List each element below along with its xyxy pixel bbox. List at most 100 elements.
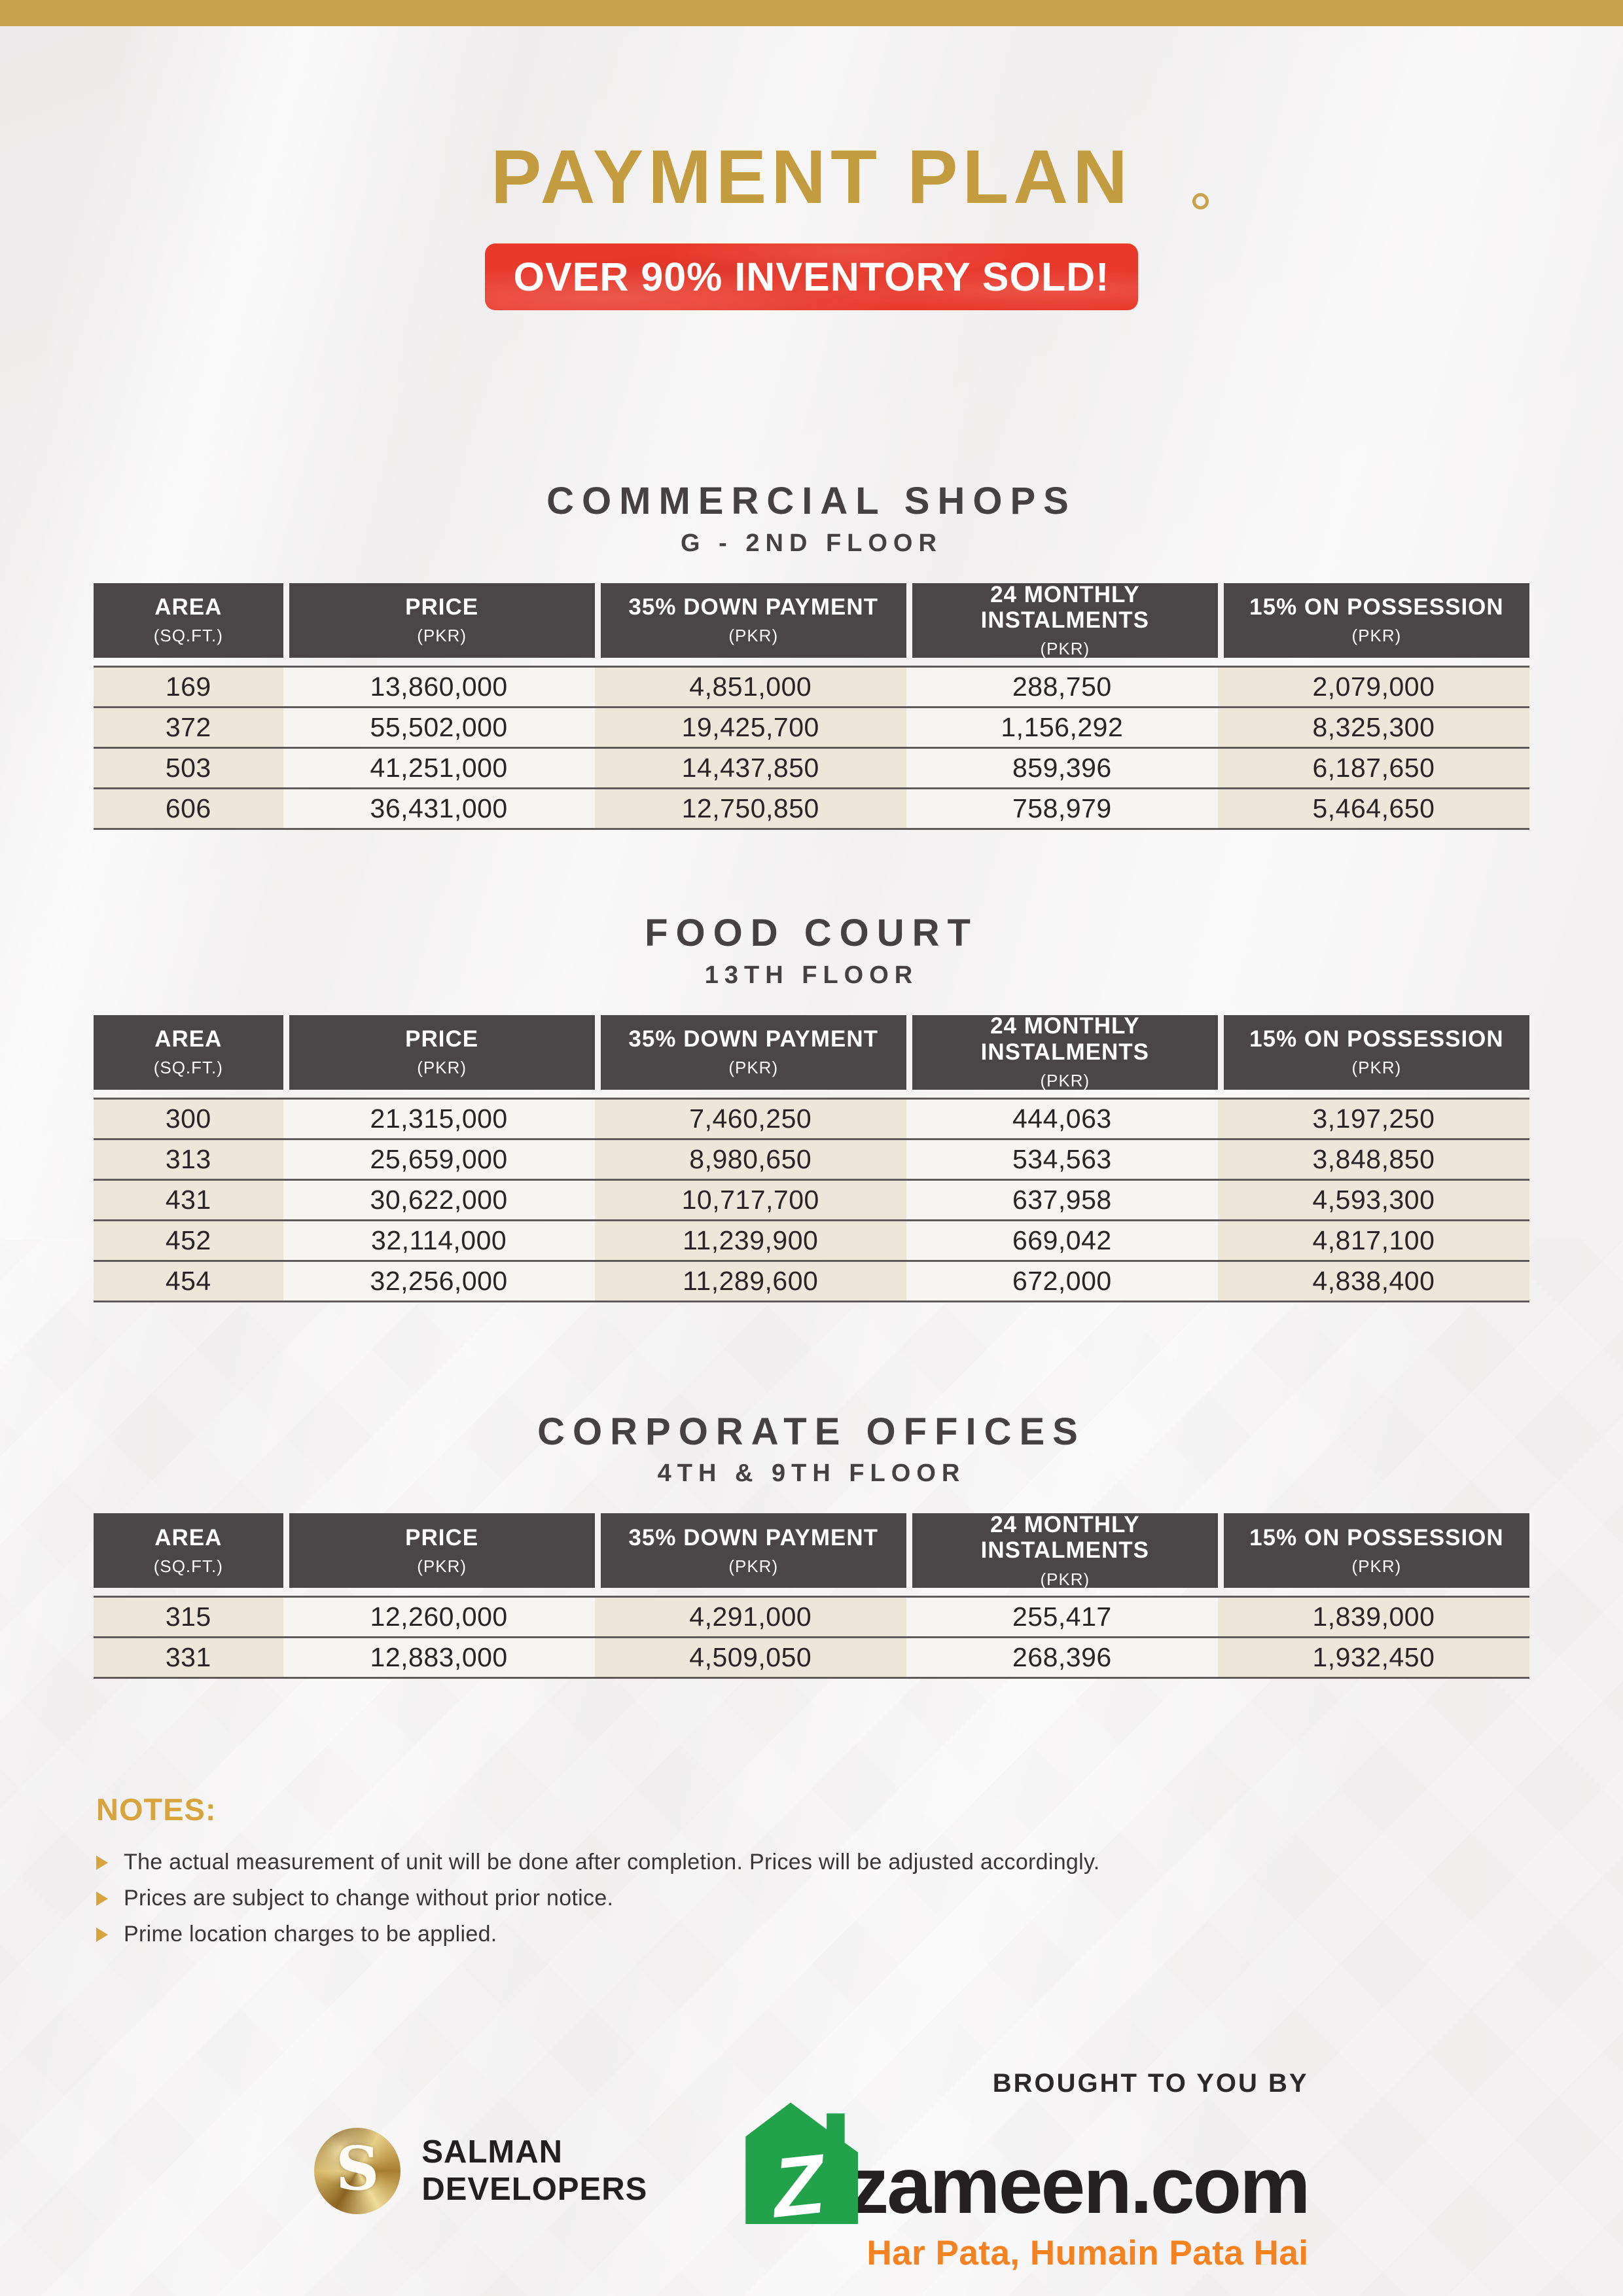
note-text: The actual measurement of unit will be d… [124, 1850, 1100, 1875]
table-row: 454 32,256,000 11,289,600 672,000 4,838,… [94, 1259, 1529, 1302]
col-header-label: 24 MONTHLY INSTALMENTS [980, 1512, 1149, 1564]
table-row: 452 32,114,000 11,239,900 669,042 4,817,… [94, 1219, 1529, 1260]
cell-down-payment: 8,980,650 [594, 1139, 906, 1179]
cell-possession: 6,187,650 [1217, 748, 1529, 787]
cell-area: 452 [94, 1221, 283, 1260]
col-header-monthly-instalments: 24 MONTHLY INSTALMENTS (PKR) [906, 1013, 1218, 1090]
zameen-house-icon: Z [745, 2102, 859, 2225]
table-row: 169 13,860,000 4,851,000 288,750 2,079,0… [94, 665, 1529, 706]
cell-monthly-instalment: 1,156,292 [906, 708, 1218, 747]
cell-possession: 5,464,650 [1217, 789, 1529, 828]
col-header-down-payment: 35% DOWN PAYMENT (PKR) [594, 1014, 906, 1090]
cell-monthly-instalment: 268,396 [906, 1638, 1218, 1677]
table-header-row: AREA (SQ.FT.) PRICE (PKR) 35% DOWN PAYME… [94, 1013, 1529, 1090]
col-header-unit: (PKR) [417, 626, 467, 646]
cell-price: 55,502,000 [283, 708, 595, 747]
zameen-tagline: Har Pata, Humain Pata Hai [866, 2234, 1309, 2273]
cell-monthly-instalment: 288,750 [906, 667, 1218, 706]
salman-developers-logo: S SALMAN DEVELOPERS [314, 2128, 647, 2215]
cell-area: 315 [94, 1598, 283, 1637]
corporate-offices-table: AREA (SQ.FT.) PRICE (PKR) 35% DOWN PAYME… [94, 1512, 1529, 1679]
col-header-unit: (PKR) [417, 1058, 467, 1078]
table-header-row: AREA (SQ.FT.) PRICE (PKR) 35% DOWN PAYME… [94, 1512, 1529, 1589]
cell-area: 606 [94, 789, 283, 828]
cell-price: 36,431,000 [283, 789, 595, 828]
note-bullet-icon [96, 1927, 108, 1942]
salman-logo-icon: S [314, 2128, 401, 2215]
cell-down-payment: 7,460,250 [594, 1099, 906, 1138]
salman-monogram: S [336, 2133, 380, 2204]
table-row: 372 55,502,000 19,425,700 1,156,292 8,32… [94, 706, 1529, 747]
section-subtitle: G - 2ND FLOOR [681, 529, 942, 557]
notes-heading: NOTES: [96, 1792, 217, 1827]
zameen-wordmark: zameen.com [849, 2141, 1310, 2231]
table-body: 169 13,860,000 4,851,000 288,750 2,079,0… [94, 665, 1529, 830]
col-header-label: 15% ON POSSESSION [1249, 594, 1504, 620]
col-header-unit: (PKR) [1351, 1556, 1402, 1576]
zameen-logo-block: BROUGHT TO YOU BY Z zameen.com Har Pata,… [745, 2069, 1311, 2273]
col-header-label: AREA [154, 1026, 223, 1052]
col-header-possession: 15% ON POSSESSION (PKR) [1217, 1014, 1529, 1090]
note-item: Prime location charges to be applied. [96, 1922, 1623, 1947]
col-header-possession: 15% ON POSSESSION (PKR) [1217, 583, 1529, 658]
cell-down-payment: 4,851,000 [594, 667, 906, 706]
cell-area: 313 [94, 1139, 283, 1179]
cell-area: 372 [94, 708, 283, 747]
col-header-area: AREA (SQ.FT.) [94, 1513, 283, 1588]
table-row: 331 12,883,000 4,509,050 268,396 1,932,4… [94, 1636, 1529, 1679]
col-header-label: AREA [154, 1524, 223, 1551]
table-row: 313 25,659,000 8,980,650 534,563 3,848,8… [94, 1138, 1529, 1179]
col-header-label: AREA [154, 594, 223, 620]
col-header-label: PRICE [405, 1026, 479, 1052]
cell-price: 13,860,000 [283, 667, 595, 706]
table-row: 503 41,251,000 14,437,850 859,396 6,187,… [94, 746, 1529, 787]
col-header-unit: (PKR) [1040, 638, 1090, 658]
cell-possession: 1,839,000 [1217, 1598, 1529, 1637]
cell-down-payment: 4,291,000 [594, 1598, 906, 1637]
col-header-monthly-instalments: 24 MONTHLY INSTALMENTS (PKR) [906, 582, 1218, 658]
col-header-unit: (SQ.FT.) [153, 1058, 223, 1078]
cell-down-payment: 11,239,900 [594, 1221, 906, 1260]
cell-area: 454 [94, 1261, 283, 1300]
col-header-unit: (SQ.FT.) [153, 1556, 223, 1576]
cell-monthly-instalment: 859,396 [906, 748, 1218, 787]
col-header-label: PRICE [405, 1524, 479, 1551]
cell-down-payment: 14,437,850 [594, 748, 906, 787]
col-header-unit: (SQ.FT.) [153, 626, 223, 646]
col-header-label: 15% ON POSSESSION [1249, 1026, 1504, 1052]
col-header-down-payment: 35% DOWN PAYMENT (PKR) [594, 1513, 906, 1588]
notes-section: NOTES: The actual measurement of unit wi… [96, 1791, 1623, 1947]
brought-to-you-by-label: BROUGHT TO YOU BY [992, 2069, 1309, 2098]
col-header-unit: (PKR) [1040, 1569, 1090, 1589]
salman-logo-text: SALMAN DEVELOPERS [421, 2134, 647, 2210]
cell-possession: 2,079,000 [1217, 667, 1529, 706]
page-title: PAYMENT PLAN [491, 134, 1132, 219]
col-header-label: 15% ON POSSESSION [1249, 1524, 1504, 1551]
salman-name-line1: SALMAN [421, 2134, 563, 2170]
section-title: CORPORATE OFFICES [537, 1410, 1086, 1453]
col-header-label: 35% DOWN PAYMENT [628, 1026, 879, 1052]
commercial-shops-table: AREA (SQ.FT.) PRICE (PKR) 35% DOWN PAYME… [94, 582, 1529, 830]
section-commercial-shops: COMMERCIAL SHOPS G - 2ND FLOOR AREA (SQ.… [0, 480, 1623, 830]
gold-ring-icon [1192, 193, 1209, 209]
cell-possession: 4,593,300 [1217, 1180, 1529, 1219]
cell-price: 12,883,000 [283, 1638, 595, 1677]
food-court-table: AREA (SQ.FT.) PRICE (PKR) 35% DOWN PAYME… [94, 1013, 1529, 1302]
section-title: FOOD COURT [645, 911, 978, 954]
note-item: Prices are subject to change without pri… [96, 1886, 1623, 1911]
section-title: COMMERCIAL SHOPS [546, 480, 1077, 522]
cell-area: 431 [94, 1180, 283, 1219]
zameen-z-monogram: Z [768, 2137, 829, 2236]
cell-possession: 4,838,400 [1217, 1261, 1529, 1300]
table-body: 315 12,260,000 4,291,000 255,417 1,839,0… [94, 1596, 1529, 1679]
table-body: 300 21,315,000 7,460,250 444,063 3,197,2… [94, 1097, 1529, 1302]
cell-price: 25,659,000 [283, 1139, 595, 1179]
cell-possession: 3,848,850 [1217, 1139, 1529, 1179]
col-header-area: AREA (SQ.FT.) [94, 583, 283, 658]
section-subtitle: 4TH & 9TH FLOOR [657, 1460, 966, 1488]
brand-logos-row: S SALMAN DEVELOPERS BROUGHT TO YOU BY Z … [0, 2069, 1623, 2273]
cell-monthly-instalment: 669,042 [906, 1221, 1218, 1260]
col-header-unit: (PKR) [417, 1556, 467, 1576]
cell-price: 32,114,000 [283, 1221, 595, 1260]
